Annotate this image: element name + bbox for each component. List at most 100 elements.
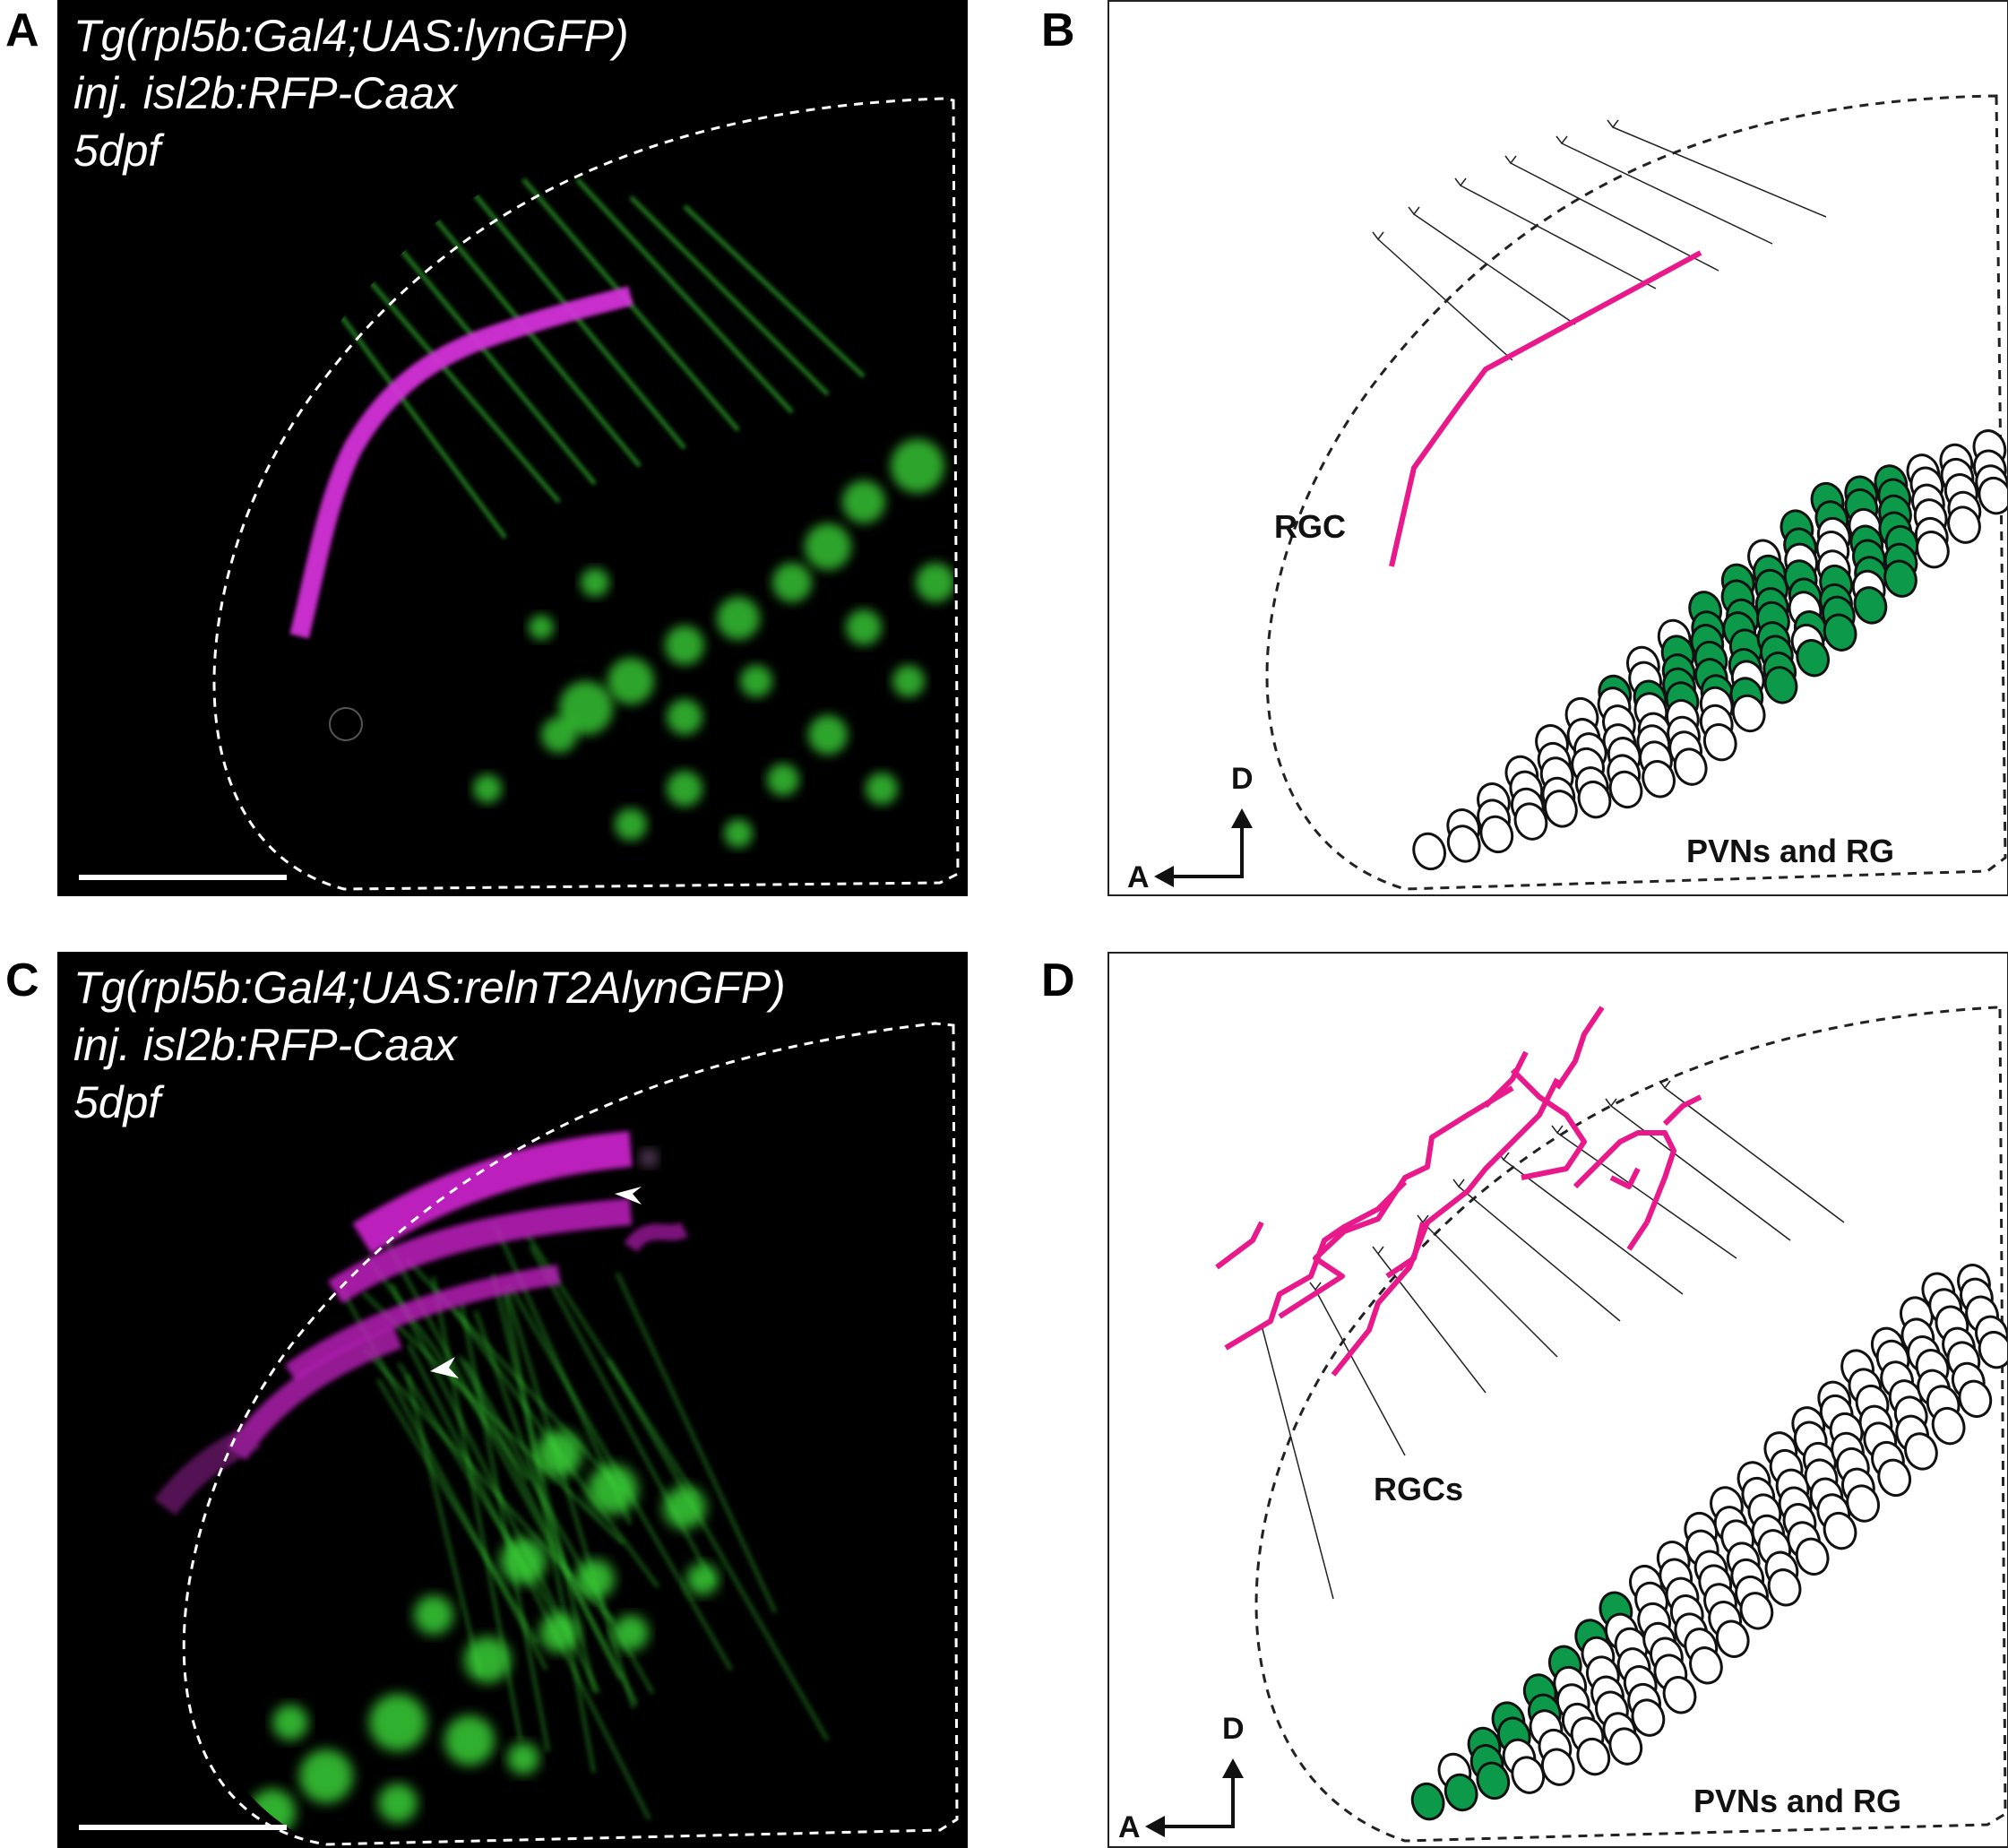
cell-unlabeled	[1715, 1619, 1750, 1658]
label-pvns-rg-d: PVNs and RG	[1693, 1783, 1901, 1819]
gfp-soma	[767, 764, 799, 796]
cell-unlabeled	[1731, 694, 1766, 733]
cell-labeled	[1444, 1773, 1478, 1812]
cell-unlabeled	[1544, 790, 1578, 828]
axis-label-a-d: A	[1118, 1810, 1141, 1844]
caption-line: inj. isl2b:RFP-Caax	[73, 1020, 457, 1070]
cell-labeled	[1853, 586, 1888, 625]
axis-indicator-d: D A	[1118, 1712, 1245, 1844]
rgc-axon-b	[1389, 250, 1702, 567]
neuropil-line	[1610, 1105, 1791, 1241]
gfp-soma	[891, 439, 944, 493]
neuropil-line	[1510, 162, 1719, 272]
neuropil-tip	[1607, 119, 1619, 129]
cell-labeled	[1883, 559, 1918, 598]
cell-unlabeled	[1662, 1676, 1697, 1714]
arrowhead-lower	[430, 1357, 459, 1378]
gfp-soma	[507, 1742, 539, 1775]
neuropil-line	[1422, 1222, 1558, 1358]
cell-unlabeled	[1412, 832, 1447, 871]
label-rgc: RGC	[1274, 508, 1346, 545]
gfp-neurite	[504, 1286, 635, 1709]
panel-letter-c: C	[5, 954, 39, 1006]
axis-indicator-b: D A	[1127, 762, 1254, 894]
neuropil-line	[1561, 142, 1773, 245]
caption-line: 5dpf	[73, 125, 161, 176]
cell-unlabeled	[1795, 1537, 1830, 1576]
panel-letter-a: A	[5, 4, 39, 56]
neuropil-tip	[1372, 1246, 1384, 1256]
gfp-soma	[559, 681, 613, 735]
neuropil-tip	[1408, 206, 1420, 216]
gfp-soma	[272, 1705, 308, 1740]
gfp-neurite	[397, 1362, 564, 1629]
gfp-soma	[414, 1595, 453, 1635]
caption-a: Tg(rpl5b:Gal4;UAS:lynGFP) inj. isl2b:RFP…	[73, 7, 629, 179]
cell-unlabeled	[1823, 1511, 1857, 1550]
gfp-signal-c	[249, 1149, 829, 1835]
gfp-soma	[663, 1486, 706, 1529]
micrograph-a-image	[212, 97, 960, 891]
axis-label-a-b: A	[1127, 860, 1150, 894]
gfp-soma	[588, 1464, 638, 1515]
gfp-neurite	[406, 1374, 482, 1676]
neuropil-line	[1612, 126, 1827, 218]
neuropil-tip	[1556, 135, 1568, 145]
autofluorescence-spot	[640, 1149, 658, 1167]
gfp-soma	[667, 699, 702, 735]
neuropil-tip	[1452, 1179, 1465, 1188]
axis-label-d-d: D	[1222, 1712, 1245, 1746]
axis-label-d-b: D	[1231, 762, 1254, 796]
caption-line: Tg(rpl5b:Gal4;UAS:relnT2AlynGFP)	[73, 963, 786, 1013]
gfp-neurite	[458, 1355, 622, 1680]
cell-unlabeled	[1631, 1698, 1666, 1737]
cell-unlabeled	[1846, 1484, 1880, 1523]
neuropil-line	[1556, 1132, 1737, 1259]
cell-unlabeled	[1608, 1727, 1643, 1766]
caption-line: Tg(rpl5b:Gal4;UAS:lynGFP)	[73, 11, 629, 61]
gfp-soma	[916, 563, 953, 602]
cell-unlabeled	[1978, 476, 2007, 515]
cell-unlabeled	[1576, 1737, 1611, 1776]
neuropil-line	[1261, 1325, 1334, 1600]
cell-labeled	[1476, 1761, 1511, 1801]
label-rgcs: RGCs	[1374, 1471, 1463, 1507]
gfp-neurite	[376, 1378, 539, 1645]
gfp-soma	[667, 771, 702, 807]
gfp-soma	[581, 568, 609, 597]
cell-unlabeled	[1513, 802, 1548, 841]
cell-unlabeled	[1702, 723, 1737, 762]
gfp-neurite	[503, 1291, 596, 1774]
cell-unlabeled	[1642, 760, 1676, 799]
gfp-neurite	[378, 222, 597, 486]
label-pvns-rg-b: PVNs and RG	[1686, 833, 1894, 869]
gfp-soma	[464, 1636, 511, 1683]
cell-unlabeled	[1931, 1406, 1966, 1446]
scale-bar-a	[79, 875, 287, 880]
neuropil-line	[1377, 238, 1513, 361]
gfp-soma	[717, 597, 760, 640]
panel-letter-b: B	[1041, 4, 1075, 56]
neuropil-line	[1664, 1087, 1845, 1223]
gfp-soma	[842, 480, 885, 523]
neuropil-line	[1460, 185, 1657, 289]
gfp-soma	[500, 1538, 547, 1585]
gfp-soma	[740, 665, 772, 697]
neuropil-tip	[1504, 155, 1517, 165]
gfp-soma	[444, 1715, 495, 1766]
gfp-neurite	[683, 204, 866, 378]
gfp-soma	[541, 717, 577, 753]
arrowhead-upper	[615, 1187, 642, 1205]
gfp-soma	[805, 523, 851, 570]
cell-unlabeled	[1479, 815, 1514, 854]
gfp-neurite	[575, 177, 794, 414]
cell-labeled	[1796, 639, 1831, 678]
neuropil-tip	[1309, 1282, 1322, 1291]
gfp-soma	[866, 773, 898, 805]
neuropil-line	[1413, 213, 1576, 325]
schematic-b-drawing: RGC PVNs and RG D A	[1127, 94, 2007, 894]
gfp-soma	[575, 1559, 615, 1599]
gfp-neurite	[491, 1274, 597, 1694]
neuropil-line	[1458, 1186, 1621, 1322]
caption-line: 5dpf	[73, 1077, 161, 1127]
